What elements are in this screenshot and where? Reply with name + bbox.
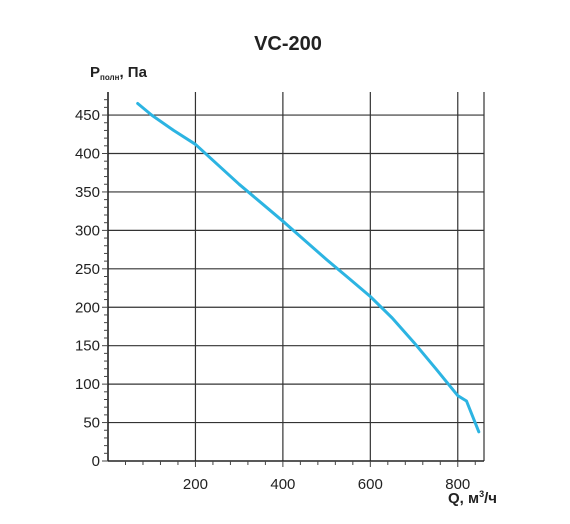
y-tick-label: 0 (92, 453, 100, 470)
y-tick-label: 300 (75, 222, 100, 239)
series-layer (136, 102, 481, 434)
y-tick-label: 200 (75, 299, 100, 316)
y-tick-label: 400 (75, 146, 100, 163)
x-tick-label: 400 (270, 476, 295, 493)
axes (102, 92, 484, 467)
y-tick-label: 450 (75, 107, 100, 124)
y-tick-label: 250 (75, 261, 100, 278)
grid (108, 92, 485, 461)
chart-title: VC-200 (254, 33, 322, 55)
fan-curve-line (136, 102, 481, 434)
y-tick-label: 100 (75, 376, 100, 393)
x-tick-label: 200 (183, 476, 208, 493)
y-tick-label: 150 (75, 338, 100, 355)
y-axis-label: Pполн, Па (90, 64, 148, 82)
y-tick-label: 350 (75, 184, 100, 201)
x-tick-label: 600 (358, 476, 383, 493)
x-tick-label: 800 (445, 476, 470, 493)
y-tick-label: 50 (83, 415, 100, 432)
x-axis-label: Q, м3/ч (448, 489, 497, 507)
tick-labels: 0 50 100 150 200 250 300 350 400 450 200 400 600 800 (75, 107, 470, 493)
